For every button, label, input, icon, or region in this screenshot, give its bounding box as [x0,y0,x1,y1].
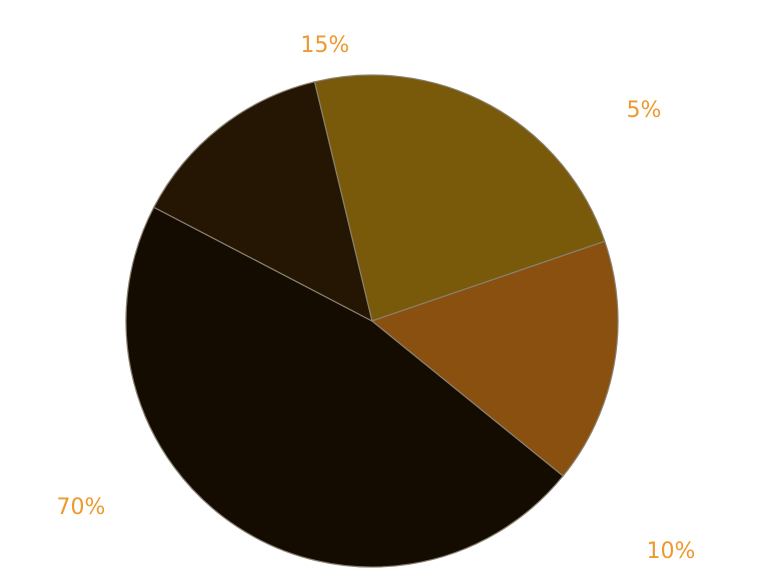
pie-slice-15-percent [153,81,373,323]
pie-slice-70-percent [125,206,564,568]
pie-slices [125,74,619,568]
pie-labels: 5% 10% 70% 15% [57,33,696,564]
pie-label-5-percent: 5% [627,98,662,123]
pie-label-10-percent: 10% [647,539,696,564]
pie-label-70-percent: 70% [57,495,106,520]
pie-slice-10-percent [370,240,619,477]
pie-label-15-percent: 15% [301,33,350,58]
pie-slice-5-percent [313,74,606,322]
